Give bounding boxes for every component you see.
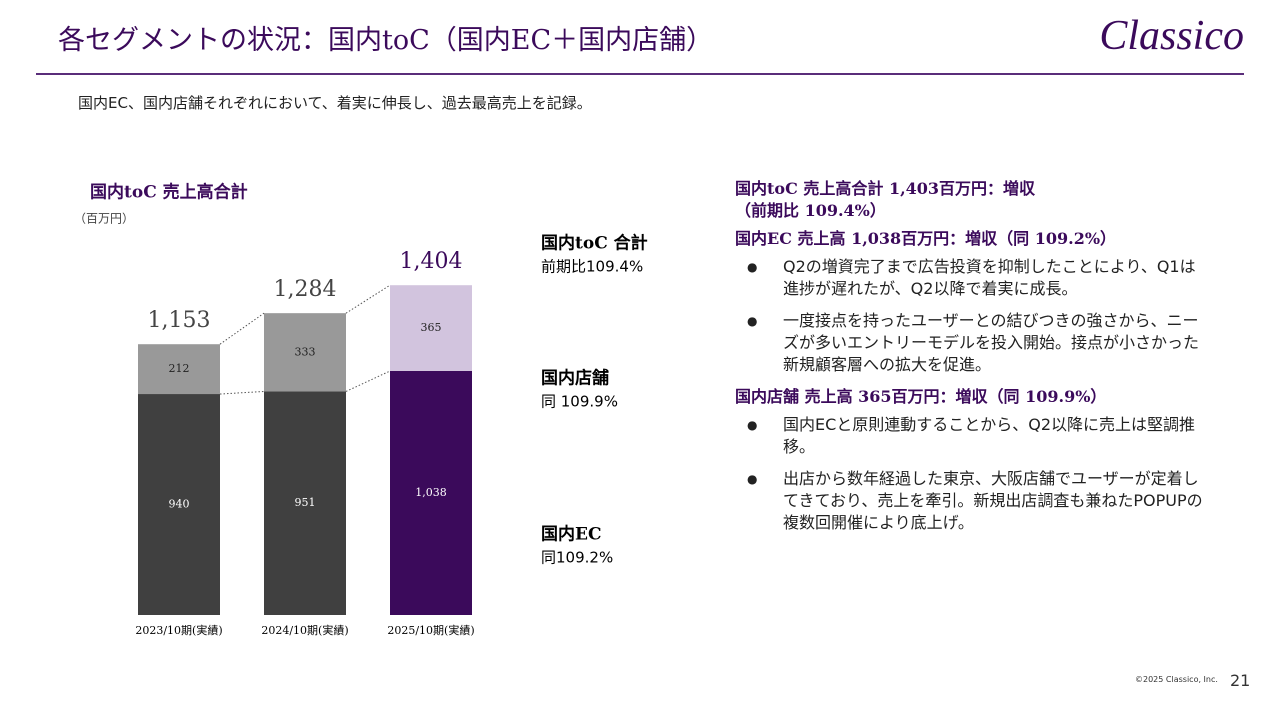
subtitle: 国内EC、国内店舗それぞれにおいて、着実に伸長し、過去最高売上を記録。 (78, 94, 592, 112)
section-heading: 国内EC 売上高 1,038百万円：増収（同 109.2%） (735, 228, 1215, 250)
chart-title: 国内toC 売上高合計 (90, 182, 248, 203)
bar-segment (264, 391, 346, 615)
connector (219, 312, 265, 345)
copyright: ©2025 Classico, Inc. (1135, 675, 1218, 684)
total-label: 1,153 (148, 308, 211, 333)
section-heading: 国内店舗 売上高 365百万円：増収（同 109.9%） (735, 386, 1215, 408)
legend-label: 国内EC (541, 524, 602, 545)
x-tick-label: 2025/10期(実績) (387, 623, 474, 637)
legend-note: 同109.2% (541, 549, 613, 567)
value-label: 951 (295, 496, 316, 509)
unit-label: （百万円） (74, 212, 134, 226)
header-rule (36, 73, 1244, 75)
value-label: 940 (169, 498, 190, 511)
bar-segment (264, 313, 346, 392)
connector (345, 370, 391, 392)
bullet: 出店から数年経過した東京、大阪店舗でユーザーが定着してきており、売上を牽引。新規… (735, 468, 1203, 534)
bar-segment (390, 285, 472, 372)
bullet: 一度接点を持ったユーザーとの結びつきの強さから、ニーズが多いエントリーモデルを投… (735, 310, 1203, 376)
slide-title: 各セグメントの状況：国内toC（国内EC＋国内店舗） (58, 25, 714, 56)
bullet: 国内ECと原則連動することから、Q2以降に売上は堅調推移。 (735, 414, 1203, 458)
heading-line: 国内toC 売上高合計 1,403百万円：増収 (735, 179, 1036, 198)
legend-label: 国内toC 合計 (541, 233, 648, 254)
logo: Classico (1099, 13, 1244, 59)
total-label: 1,404 (400, 249, 463, 274)
heading-line: 国内店舗 売上高 365百万円：増収（同 109.9%） (735, 387, 1107, 406)
section-heading: 国内toC 売上高合計 1,403百万円：増収 （前期比 109.4%） (735, 178, 1215, 222)
x-tick-label: 2024/10期(実績) (261, 623, 348, 637)
heading-line: 国内EC 売上高 1,038百万円：増収（同 109.2%） (735, 229, 1117, 248)
legend-note: 前期比109.4% (541, 258, 643, 276)
bullet: Q2の増資完了まで広告投資を抑制したことにより、Q1は進捗が遅れたが、Q2以降で… (735, 256, 1203, 300)
x-tick-label: 2023/10期(実績) (135, 623, 222, 637)
bar-segment (390, 371, 472, 615)
summary-panel: 国内toC 売上高合計 1,403百万円：増収 （前期比 109.4%） 国内EC … (735, 178, 1215, 544)
value-label: 333 (295, 345, 316, 358)
page-number: 21 (1230, 671, 1251, 690)
chart: 国内toC 売上高合計 （百万円） 940 212 1,153 2023/10期(実績) 9… (74, 182, 648, 638)
total-label: 1,284 (274, 277, 337, 302)
heading-line: （前期比 109.4%） (735, 201, 886, 220)
legend-note: 同 109.9% (541, 393, 618, 411)
bar-segment (138, 344, 220, 395)
value-label: 365 (421, 321, 442, 334)
connector (219, 390, 265, 395)
connector (345, 284, 391, 314)
bar-segment (138, 394, 220, 615)
value-label: 212 (169, 362, 190, 375)
legend-label: 国内店舗 (541, 368, 609, 389)
value-label: 1,038 (415, 486, 447, 499)
